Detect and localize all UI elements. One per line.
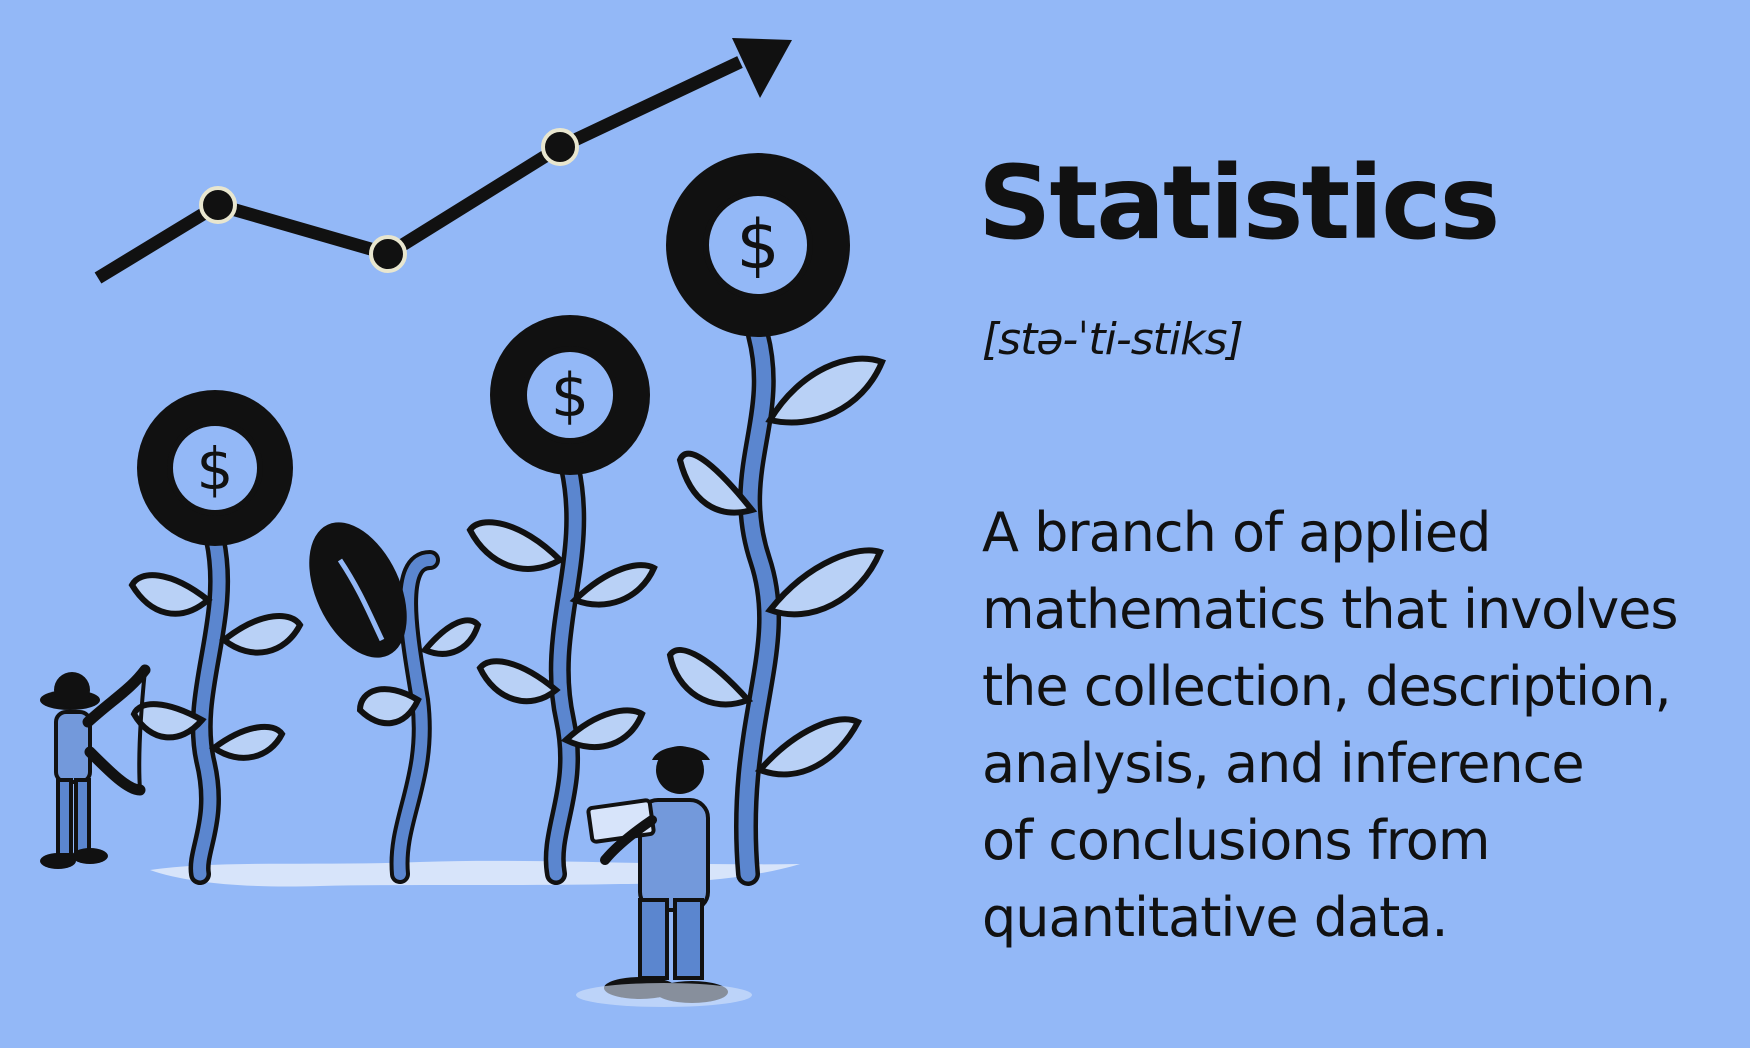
dollar-sign: $ <box>551 361 589 431</box>
definition-line: the collection, description, <box>982 655 1672 718</box>
statistics-illustration: $ $ <box>40 38 886 1007</box>
upward-trend-arrow-icon <box>94 38 792 284</box>
wilted-flower <box>309 522 482 884</box>
definition-line: of conclusions from <box>982 809 1490 872</box>
tall-flower: $ <box>666 153 886 886</box>
farmer-measuring-figure <box>40 664 151 869</box>
short-flower: $ <box>128 390 304 885</box>
definition-text: A branch of applied mathematics that inv… <box>982 494 1742 956</box>
dollar-flower-icon: $ <box>137 390 293 546</box>
ground-patch <box>150 860 800 887</box>
dollar-flower-icon: $ <box>666 153 850 337</box>
term-heading: Statistics <box>978 144 1500 263</box>
farmer-clipboard-figure <box>576 746 752 1007</box>
medium-flower: $ <box>466 315 658 885</box>
pronunciation: [stə-ˈti-stiks] <box>982 314 1244 365</box>
definition-line: A branch of applied <box>982 501 1491 564</box>
definition-line: analysis, and inference <box>982 732 1585 795</box>
dollar-sign: $ <box>736 206 779 285</box>
dollar-flower-icon: $ <box>490 315 650 475</box>
dollar-sign: $ <box>197 435 234 503</box>
definition-line: mathematics that involves <box>982 578 1679 641</box>
definition-line: quantitative data. <box>982 886 1449 949</box>
